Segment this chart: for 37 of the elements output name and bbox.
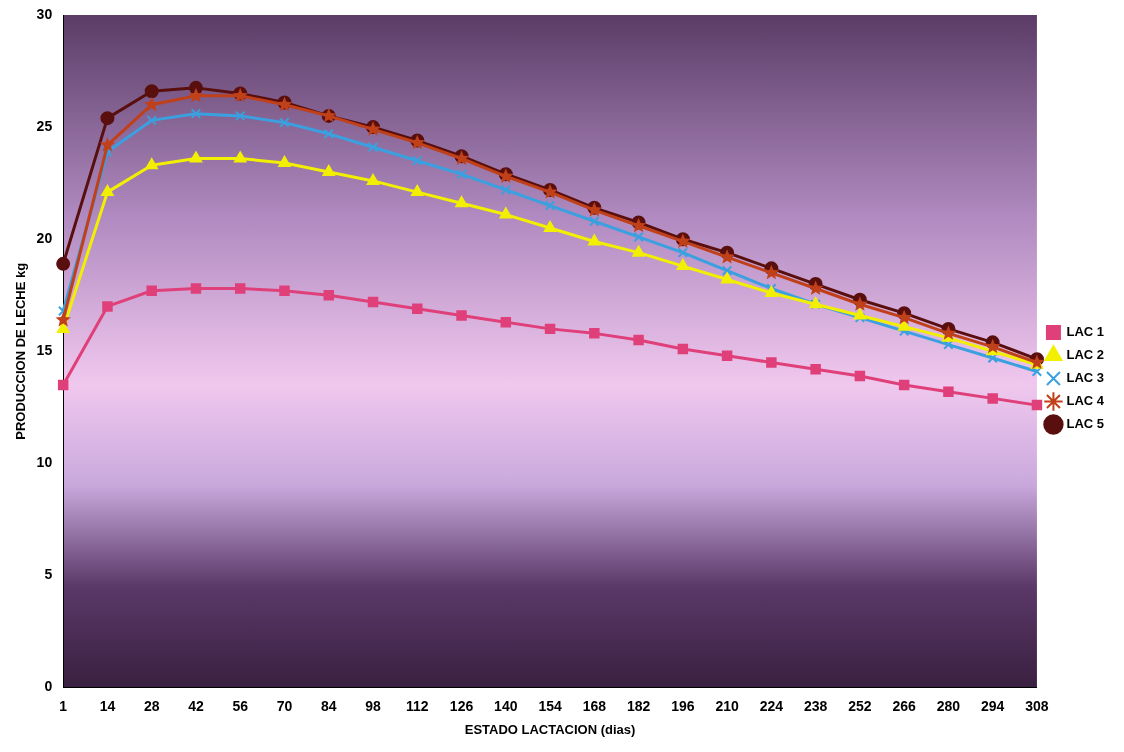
x-tick-label: 42 [188, 697, 204, 714]
x-tick-label: 196 [671, 697, 695, 714]
y-tick-label: 15 [36, 342, 53, 359]
x-tick-label: 308 [1025, 697, 1049, 714]
y-tick-label: 30 [36, 5, 53, 22]
x-tick-label: 154 [538, 697, 562, 714]
x-tick-label: 112 [405, 697, 429, 714]
x-tick-label: 70 [276, 697, 293, 714]
x-tick-label: 224 [759, 697, 784, 714]
legend-label: LAC 3 [1066, 370, 1104, 386]
x-tick-label: 14 [99, 697, 116, 714]
legend-label: LAC 1 [1066, 324, 1104, 340]
y-tick-label: 10 [36, 454, 53, 471]
y-tick-label: 5 [44, 566, 53, 583]
legend-label: LAC 4 [1066, 393, 1105, 409]
x-tick-label: 210 [715, 697, 739, 714]
y-tick-label: 20 [36, 230, 53, 247]
x-tick-label: 140 [494, 697, 518, 714]
x-tick-label: 98 [365, 697, 381, 714]
y-tick-label: 0 [44, 678, 53, 695]
y-tick-label: 25 [36, 117, 53, 134]
x-tick-label: 126 [449, 697, 474, 714]
legend-label: LAC 5 [1066, 416, 1104, 432]
x-tick-label: 182 [626, 697, 651, 714]
x-tick-label: 168 [582, 697, 607, 714]
x-tick-label: 252 [848, 697, 872, 714]
legend-label: LAC 2 [1066, 347, 1104, 363]
x-tick-label: 28 [143, 697, 160, 714]
x-tick-label: 56 [232, 697, 249, 714]
y-axis-title: PRODUCCION DE LECHE kg [13, 262, 29, 440]
x-tick-label: 1 [59, 697, 68, 714]
x-tick-label: 238 [803, 697, 828, 714]
x-tick-label: 266 [892, 697, 917, 714]
x-tick-label: 294 [981, 697, 1005, 714]
x-axis-title: ESTADO LACTACION (dias) [464, 721, 636, 737]
x-tick-label: 280 [936, 697, 961, 714]
x-tick-label: 84 [320, 697, 337, 714]
